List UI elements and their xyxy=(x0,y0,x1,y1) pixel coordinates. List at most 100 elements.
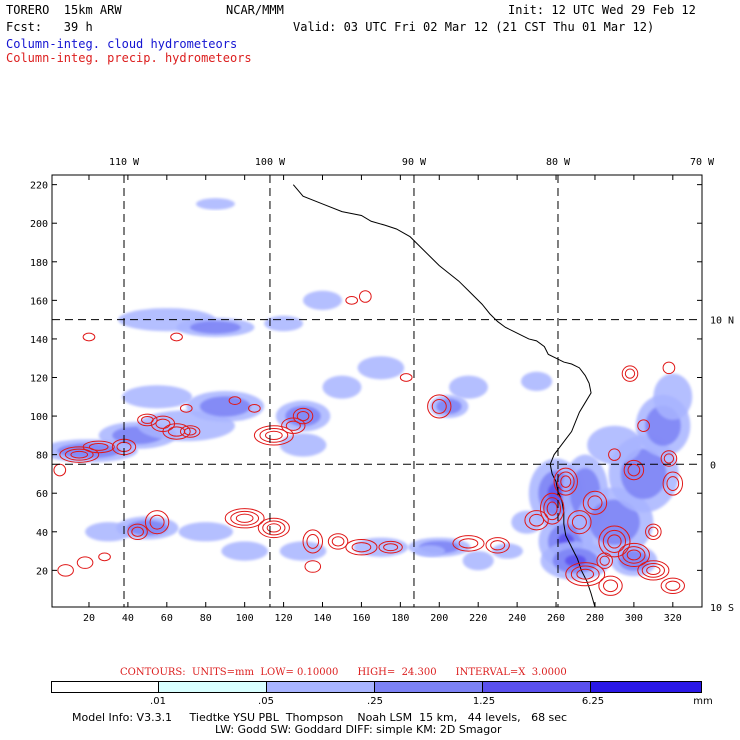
precip-contour xyxy=(292,407,314,425)
precip-contour xyxy=(235,513,254,523)
cloud-blob xyxy=(462,551,494,571)
x-tick-label: 260 xyxy=(547,613,565,624)
precip-contour xyxy=(546,501,558,516)
precip-contour xyxy=(582,490,608,515)
contours-info: CONTOURS: UNITS=mm LOW= 0.10000 HIGH= 24… xyxy=(120,667,567,678)
x-tick-label: 120 xyxy=(275,613,293,624)
x-tick-label: 280 xyxy=(586,613,604,624)
latitude-label: 0 xyxy=(710,460,716,471)
precip-contour xyxy=(131,526,144,537)
y-tick-label: 220 xyxy=(30,181,48,192)
precip-contour xyxy=(660,450,678,467)
precip-contour xyxy=(399,373,413,382)
y-tick-label: 80 xyxy=(36,451,48,462)
y-tick-label: 140 xyxy=(30,335,48,346)
precip-contour xyxy=(571,514,587,530)
x-tick-label: 140 xyxy=(313,613,331,624)
longitude-label: 90 W xyxy=(402,157,427,168)
precip-contour xyxy=(265,430,283,440)
precip-contour xyxy=(553,467,578,496)
precip-contour xyxy=(228,396,242,405)
cloud-field-label: Column-integ. cloud hydrometeors xyxy=(6,37,238,51)
x-tick-label: 180 xyxy=(391,613,409,624)
axes: 20 40 60 80 100 120 140 160 180 200 220 240 260 280 30… xyxy=(30,157,734,624)
precip-contour xyxy=(427,394,452,419)
precip-contour xyxy=(617,542,650,568)
precip-contour xyxy=(183,427,197,436)
y-tick-label: 60 xyxy=(36,489,48,500)
legend-swatch-5 xyxy=(483,682,591,692)
precip-contour xyxy=(646,565,661,575)
center-label: NCAR/MMM xyxy=(226,3,284,17)
longitude-label: 110 W xyxy=(109,157,140,168)
legend-label-1: .01 xyxy=(150,696,166,707)
precip-contour xyxy=(331,536,345,547)
precip-contour xyxy=(485,537,510,554)
cloud-blob xyxy=(279,541,327,561)
precip-field-label: Column-integ. precip. hydrometeors xyxy=(6,51,252,65)
precip-contour xyxy=(98,552,111,562)
precip-contour xyxy=(431,398,447,414)
x-tick-label: 20 xyxy=(83,613,95,624)
cloud-blob xyxy=(353,537,409,557)
legend-label-2: .05 xyxy=(258,696,274,707)
valid-time: Valid: 03 UTC Fri 02 Mar 12 (21 CST Thu … xyxy=(293,20,655,34)
x-tick-label: 240 xyxy=(508,613,526,624)
precip-contour xyxy=(603,579,619,593)
cloud-blob xyxy=(587,425,642,465)
precip-contour xyxy=(624,368,636,379)
x-tick-label: 100 xyxy=(236,613,254,624)
precip-contour xyxy=(565,562,606,587)
cloud-blob xyxy=(221,541,269,561)
coastline xyxy=(292,184,596,607)
x-tick-label: 320 xyxy=(664,613,682,624)
precip-contour xyxy=(599,555,610,566)
cloud-blob xyxy=(357,356,405,380)
precip-contour xyxy=(662,361,676,375)
precip-contour xyxy=(645,523,662,540)
precip-contour xyxy=(570,565,600,583)
precip-contour xyxy=(144,510,170,535)
longitude-label: 80 W xyxy=(546,157,571,168)
cloud-blob xyxy=(285,406,321,427)
cloud-blob xyxy=(521,371,553,391)
precip-contour xyxy=(596,552,613,569)
precip-contour xyxy=(452,535,485,552)
precip-contour xyxy=(567,510,592,535)
precip-contour xyxy=(378,540,403,554)
precip-contour xyxy=(529,513,545,527)
legend-label-3: .25 xyxy=(367,696,383,707)
y-tick-label: 120 xyxy=(30,374,48,385)
precip-contour xyxy=(170,332,183,342)
precip-contour xyxy=(556,471,575,492)
precip-contour xyxy=(637,560,670,581)
precip-contour xyxy=(637,419,650,433)
precip-contour xyxy=(662,471,684,496)
cloud-blob xyxy=(589,499,640,545)
precip-contour xyxy=(262,520,286,536)
legend-swatch-6 xyxy=(591,682,701,692)
precip-contour xyxy=(648,526,659,537)
cloud-blob xyxy=(279,433,327,457)
cloud-blob xyxy=(303,290,342,310)
precip-contour xyxy=(627,463,641,477)
precip-contour xyxy=(155,418,171,429)
precip-contour xyxy=(543,497,561,521)
cloud-blob xyxy=(178,522,233,542)
model-info-line1: Model Info: V3.3.1 Tiedtke YSU PBL Thomp… xyxy=(72,711,568,724)
precip-contour xyxy=(626,549,642,561)
precip-contour xyxy=(576,568,595,580)
precip-contour-layer xyxy=(53,290,685,596)
legend-swatch-1 xyxy=(52,682,159,692)
model-title: TORERO 15km ARW xyxy=(6,3,122,17)
precip-contour xyxy=(70,450,89,459)
x-tick-label: 160 xyxy=(352,613,370,624)
cloud-blob xyxy=(564,554,587,567)
model-info-line2: LW: Godd SW: Goddard DIFF: simple KM: 2D… xyxy=(215,723,502,736)
precip-contour xyxy=(306,533,320,549)
cloud-blob xyxy=(511,510,543,534)
precip-contour xyxy=(587,495,603,511)
precip-contour xyxy=(458,538,479,549)
precip-contour xyxy=(666,476,680,492)
precip-contour xyxy=(137,413,158,427)
